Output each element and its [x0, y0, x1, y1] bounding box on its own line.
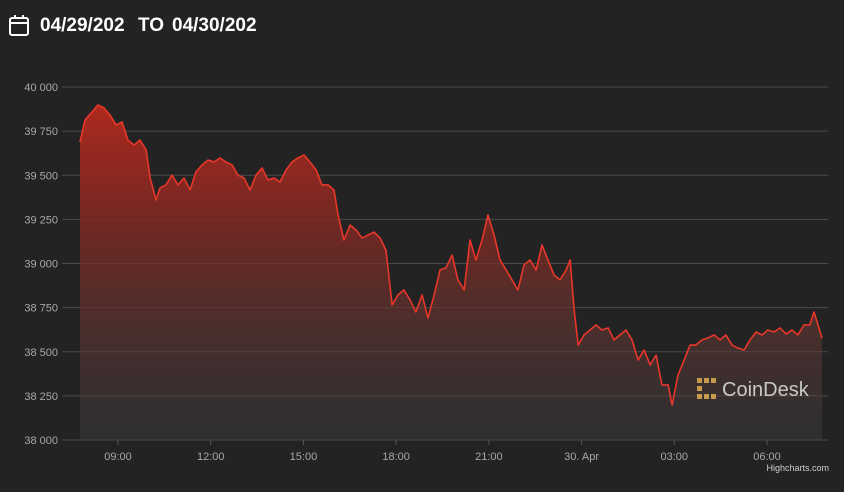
from-date-input[interactable]: 04/29/202: [40, 15, 125, 36]
watermark-text: CoinDesk: [722, 379, 810, 401]
credits[interactable]: Highcharts.com: [766, 463, 829, 473]
y-tick-label: 39 250: [24, 214, 58, 226]
x-tick-label: 09:00: [104, 451, 132, 463]
x-tick-label: 15:00: [290, 451, 318, 463]
y-tick-label: 39 500: [24, 170, 58, 182]
y-tick-label: 38 250: [24, 391, 58, 403]
y-tick-label: 40 000: [24, 82, 58, 94]
calendar-icon[interactable]: [8, 14, 32, 38]
x-tick-label: 06:00: [753, 451, 781, 463]
x-tick-label: 12:00: [197, 451, 225, 463]
area-fill: [80, 105, 822, 440]
to-label: TO: [138, 15, 165, 36]
price-line: [79, 104, 823, 406]
y-tick-label: 39 750: [24, 126, 58, 138]
y-tick-label: 38 500: [24, 347, 58, 359]
y-tick-label: 39 000: [24, 259, 58, 271]
y-tick-label: 38 000: [24, 435, 58, 447]
date-range-header: 04/29/202 TO 04/30/202: [0, 0, 844, 50]
y-tick-label: 38 750: [24, 303, 58, 315]
x-tick-label: 18:00: [382, 451, 410, 463]
watermark: CoinDesk: [697, 378, 810, 401]
x-tick-label: 30. Apr: [564, 451, 599, 463]
x-tick-label: 03:00: [661, 451, 689, 463]
to-date-input[interactable]: 04/30/202: [172, 15, 257, 36]
x-tick-label: 21:00: [475, 451, 503, 463]
